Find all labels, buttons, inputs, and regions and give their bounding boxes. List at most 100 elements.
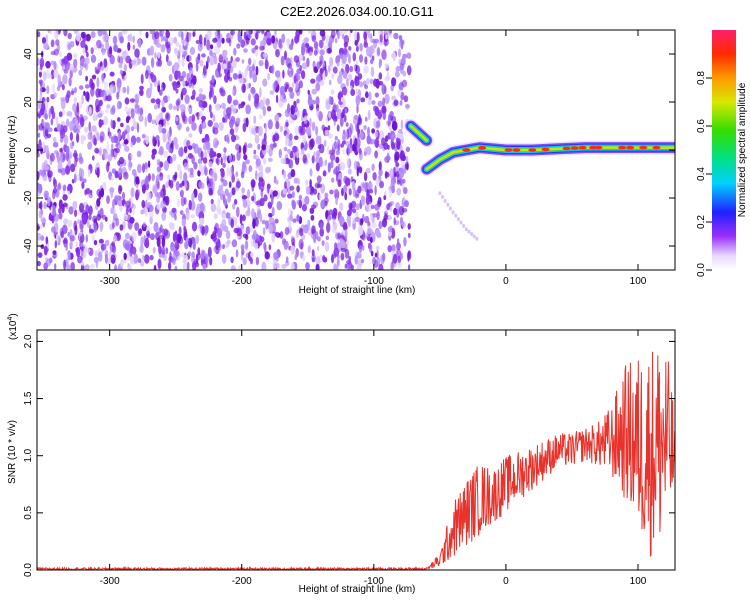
noise-blob	[407, 250, 412, 261]
noise-blob	[333, 247, 340, 257]
noise-blob	[326, 222, 331, 234]
noise-blob	[153, 264, 157, 270]
noise-blob	[250, 86, 256, 95]
noise-blob	[302, 204, 307, 212]
noise-blob	[316, 245, 320, 251]
noise-blob	[139, 85, 144, 91]
noise-blob	[98, 251, 103, 262]
noise-blob	[384, 30, 390, 38]
noise-blob	[337, 139, 341, 148]
noise-blob	[71, 141, 75, 147]
noise-blob	[209, 82, 214, 93]
noise-blob	[250, 239, 256, 248]
noise-blob	[261, 261, 267, 270]
noise-blob	[211, 74, 215, 84]
noise-blob	[374, 252, 378, 258]
noise-blob	[373, 78, 378, 87]
noise-blob	[198, 125, 202, 133]
noise-blob	[146, 191, 152, 201]
noise-blob	[400, 161, 405, 170]
noise-blob	[235, 143, 240, 151]
noise-blob	[221, 102, 226, 110]
noise-blob	[402, 70, 407, 77]
noise-blob	[287, 139, 293, 147]
noise-blob	[238, 103, 241, 110]
noise-blob	[37, 170, 40, 181]
noise-blob	[331, 211, 337, 220]
noise-blob	[393, 99, 399, 106]
noise-blob	[67, 219, 73, 228]
noise-blob	[37, 57, 40, 67]
noise-blob	[58, 152, 64, 162]
noise-blob	[214, 103, 221, 111]
noise-blob	[65, 165, 71, 175]
noise-blob	[130, 153, 133, 160]
noise-blob	[54, 30, 59, 40]
noise-blob	[348, 31, 352, 38]
noise-blob	[329, 215, 332, 221]
noise-blob	[149, 45, 155, 56]
noise-blob	[43, 201, 47, 210]
noise-blob	[283, 170, 286, 180]
noise-blob	[211, 151, 217, 158]
noise-blob	[399, 99, 403, 106]
noise-blob	[85, 204, 90, 215]
noise-blob	[201, 53, 206, 58]
noise-blob	[118, 156, 125, 165]
noise-blob	[51, 216, 55, 224]
noise-blob	[332, 66, 338, 74]
x-tick-label: -100	[364, 576, 384, 587]
noise-blob	[208, 187, 213, 195]
noise-blob	[45, 44, 50, 49]
noise-blob	[82, 213, 88, 225]
noise-blob	[309, 168, 313, 177]
noise-blob	[190, 95, 195, 100]
noise-blob	[159, 234, 164, 240]
noise-blob	[75, 118, 78, 127]
noise-blob	[52, 205, 56, 211]
noise-blob	[209, 50, 213, 56]
noise-blob	[371, 128, 375, 134]
noise-blob	[197, 42, 203, 52]
noise-blob	[68, 77, 72, 87]
noise-blob	[375, 177, 380, 186]
noise-blob	[173, 174, 177, 181]
noise-blob	[193, 162, 198, 170]
noise-blob	[103, 115, 109, 126]
noise-blob	[210, 198, 214, 205]
noise-blob	[217, 209, 222, 215]
branch-blob	[464, 227, 468, 232]
noise-blob	[355, 95, 361, 106]
noise-blob	[398, 58, 402, 65]
noise-blob	[369, 32, 373, 43]
noise-blob	[257, 126, 264, 137]
noise-blob	[130, 108, 135, 119]
y-tick-label: -40	[23, 238, 34, 253]
x-tick-label: -100	[364, 276, 384, 287]
noise-blob	[263, 242, 267, 251]
noise-blob	[182, 51, 188, 57]
noise-blob	[220, 157, 223, 166]
signal-peak	[570, 146, 579, 150]
noise-blob	[354, 137, 358, 147]
noise-blob	[57, 168, 63, 174]
noise-blob	[361, 258, 364, 264]
noise-blob	[275, 179, 279, 185]
noise-blob	[396, 242, 401, 251]
noise-blob	[407, 264, 411, 270]
chart-title: C2E2.2026.034.00.10.G11	[280, 4, 434, 19]
noise-blob	[222, 63, 227, 70]
noise-blob	[173, 105, 177, 111]
noise-blob	[96, 198, 101, 207]
noise-blob	[311, 204, 317, 210]
noise-blob	[228, 113, 231, 120]
noise-blob	[255, 65, 259, 76]
noise-blob	[263, 157, 267, 165]
noise-blob	[88, 169, 91, 178]
noise-blob	[178, 123, 181, 131]
noise-blob	[87, 141, 93, 150]
noise-blob	[245, 117, 249, 128]
noise-blob	[315, 256, 321, 266]
noise-blob	[255, 234, 260, 242]
noise-blob	[347, 126, 352, 138]
